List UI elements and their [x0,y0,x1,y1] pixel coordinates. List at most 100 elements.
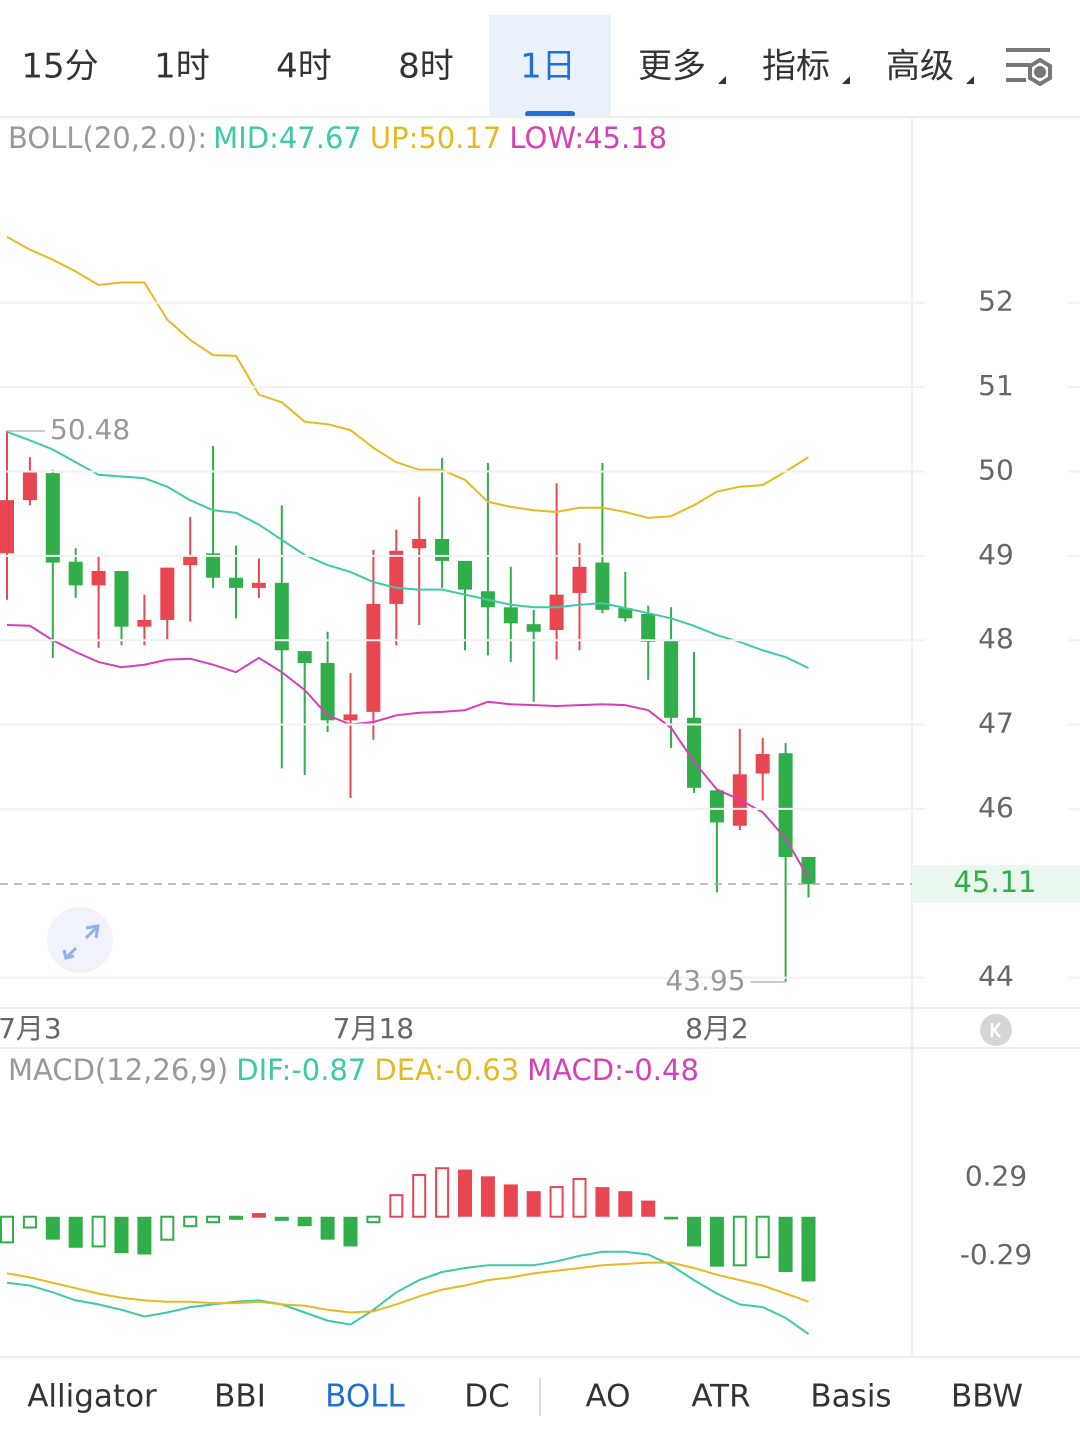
candle-body [801,856,816,884]
macd-bar [0,1215,14,1244]
macd-bar [664,1216,679,1220]
candle-body [755,754,770,774]
macd-header: MACD(12,26,9) DIF:-0.87 DEA:-0.63 MACD:-0.4… [8,1053,699,1087]
candle-body [572,566,587,593]
boll-line [6,430,809,669]
macd-bar [91,1215,106,1248]
candle-body [664,640,679,718]
macd-bar [206,1215,221,1224]
boll-line [6,236,810,519]
boll-line [6,624,810,879]
y-tick-label: 48 [978,622,1014,655]
expand-button[interactable] [47,907,113,973]
macd-bar [480,1176,495,1217]
candle-body [229,577,243,588]
macd-bar [435,1167,450,1218]
macd-line [6,1250,810,1335]
x-tick-label: 7月3 [0,1012,62,1045]
macd-bar [412,1173,427,1218]
indicator-tab[interactable]: ATR [691,1379,750,1415]
settings-icon[interactable] [1006,48,1052,87]
timeframe-tab[interactable]: 1时 [154,47,210,87]
macd-bar [274,1216,289,1221]
scroll-end-button[interactable] [980,1014,1012,1046]
macd-bar [229,1215,243,1220]
indicator-label: BOLL(20,2.0): [8,121,207,155]
macd-bar [389,1194,404,1218]
high-annotation: 50.48 [50,413,130,446]
legend-entry: MACD:-0.48 [527,1053,699,1087]
candle-body [343,714,358,721]
macd-bar [45,1216,60,1240]
candle-body [366,603,381,712]
candle-body [435,538,450,561]
candle-body [114,571,129,627]
candle-body [183,555,198,566]
dropdown-caret [718,76,726,84]
y-tick-label: 0.29 [965,1160,1027,1193]
plot-area [0,236,816,1335]
candle-body [91,571,106,586]
y-tick-label: 44 [978,960,1014,993]
indicator-tab[interactable]: BBI [214,1379,266,1415]
indicator-tab[interactable]: DC [464,1379,510,1415]
macd-bar [755,1215,770,1259]
timeframe-tab[interactable]: 更多 [638,47,706,87]
timeframe-tab[interactable]: 15分 [21,47,98,87]
candle-body [778,753,793,857]
macd-bar [778,1216,793,1273]
y-tick-label: 50 [978,453,1014,486]
indicator-tab[interactable]: BBW [951,1379,1023,1415]
candle-body [320,662,335,721]
candle-body [595,562,610,610]
macd-bar [526,1191,541,1217]
last-price-box [912,864,1080,903]
indicator-label: MACD(12,26,9) [8,1053,228,1087]
candle-body [412,538,427,549]
macd-bar [641,1200,656,1217]
candle-body [503,607,518,624]
y-tick-label: 52 [978,285,1014,318]
legend-entry: DIF:-0.87 [236,1053,366,1087]
candle-body [458,560,472,590]
legend-entry: MID:47.67 [213,121,362,155]
indicator-tab[interactable]: Basis [810,1379,891,1415]
candle-body [618,608,633,619]
timeframe-tab[interactable]: 指标 [762,47,830,87]
macd-bar [709,1216,724,1267]
boll-header: BOLL(20,2.0): MID:47.67 UP:50.17 LOW:45.18 [8,121,667,155]
macd-line [6,1261,809,1314]
timeframe-tab[interactable]: 高级 [886,47,954,87]
y-tick-label: -0.29 [960,1238,1032,1271]
timeframe-tab[interactable]: 1日 [520,47,576,87]
macd-bar [114,1216,129,1254]
dropdown-caret [842,76,850,84]
candle-body [526,624,541,632]
macd-bar [503,1184,518,1217]
x-tick-label: 8月2 [685,1012,749,1045]
timeframe-tab[interactable]: 8时 [398,47,454,87]
indicator-tab[interactable]: BOLL [325,1379,405,1415]
macd-bar [343,1216,358,1247]
selected-tab-bg [489,15,611,117]
macd-bar [595,1187,610,1217]
timeframe-tab[interactable]: 4时 [276,47,332,87]
candle-body [22,471,37,501]
macd-bar [801,1216,816,1282]
indicator-tab[interactable]: Alligator [27,1379,157,1415]
macd-bar [160,1215,175,1241]
macd-bar [22,1215,37,1229]
x-tick-label: 7月18 [333,1012,414,1045]
candle-body [549,594,564,631]
y-tick-label: 49 [978,538,1014,571]
candle-body [206,553,221,578]
candle-body [160,567,175,620]
macd-bar [732,1215,747,1267]
macd-bar [458,1169,472,1217]
y-tick-label: 46 [978,791,1014,824]
candle-body [709,790,724,823]
indicator-tab[interactable]: AO [585,1379,630,1415]
last-price-label: 45.11 [953,865,1036,899]
candle-body [297,651,312,663]
